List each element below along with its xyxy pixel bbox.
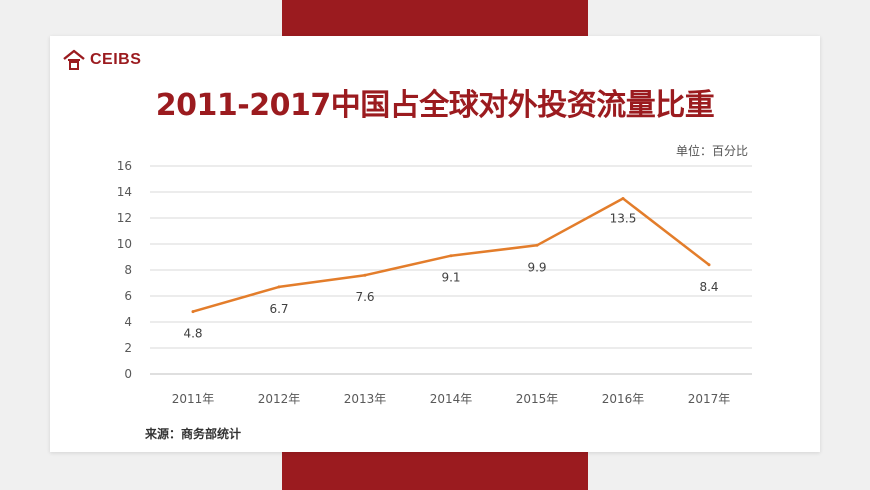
y-tick-label: 14 bbox=[117, 185, 132, 199]
x-tick-label: 2016年 bbox=[602, 392, 645, 406]
y-tick-label: 8 bbox=[124, 263, 132, 277]
top-accent-bar bbox=[282, 0, 588, 36]
data-point bbox=[621, 197, 625, 200]
y-tick-label: 4 bbox=[124, 315, 132, 329]
data-point bbox=[535, 243, 539, 247]
data-point bbox=[277, 285, 281, 289]
x-tick-label: 2017年 bbox=[688, 392, 731, 406]
x-tick-label: 2013年 bbox=[344, 392, 387, 406]
bottom-accent-bar bbox=[282, 452, 588, 490]
x-tick-label: 2012年 bbox=[258, 392, 301, 406]
logo-text: CEIBS bbox=[90, 51, 142, 68]
y-tick-label: 6 bbox=[124, 289, 132, 303]
data-label: 13.5 bbox=[610, 212, 637, 226]
slide-card: CEIBS 2011-2017中国占全球对外投资流量比重 单位：百分比 来源：商… bbox=[50, 36, 820, 452]
source-label: 来源：商务部统计 bbox=[145, 427, 242, 441]
y-tick-label: 2 bbox=[124, 341, 132, 355]
data-label: 8.4 bbox=[699, 280, 718, 294]
data-point bbox=[363, 273, 367, 277]
data-point bbox=[191, 310, 195, 314]
x-tick-label: 2015年 bbox=[516, 392, 559, 406]
x-tick-label: 2011年 bbox=[172, 392, 215, 406]
y-tick-label: 12 bbox=[117, 211, 132, 225]
data-label: 4.8 bbox=[183, 327, 202, 341]
chart-title: 2011-2017中国占全球对外投资流量比重 bbox=[155, 88, 715, 123]
line-chart: 0 2 4 6 8 10 12 14 16 2011年 2012年 2013年 2014年 2015年 20… bbox=[117, 159, 752, 406]
ceibs-logo: CEIBS bbox=[62, 48, 141, 72]
data-label: 9.9 bbox=[527, 260, 546, 274]
y-tick-label: 16 bbox=[117, 159, 132, 173]
data-point bbox=[449, 254, 453, 258]
unit-label: 单位：百分比 bbox=[675, 144, 748, 158]
data-point bbox=[707, 263, 711, 267]
ceibs-logo-icon bbox=[63, 49, 85, 70]
data-label: 6.7 bbox=[269, 302, 288, 316]
y-tick-label: 10 bbox=[117, 237, 132, 251]
y-tick-label: 0 bbox=[124, 367, 132, 381]
x-tick-label: 2014年 bbox=[430, 392, 473, 406]
data-label: 7.6 bbox=[355, 290, 374, 304]
data-label: 9.1 bbox=[441, 271, 460, 285]
